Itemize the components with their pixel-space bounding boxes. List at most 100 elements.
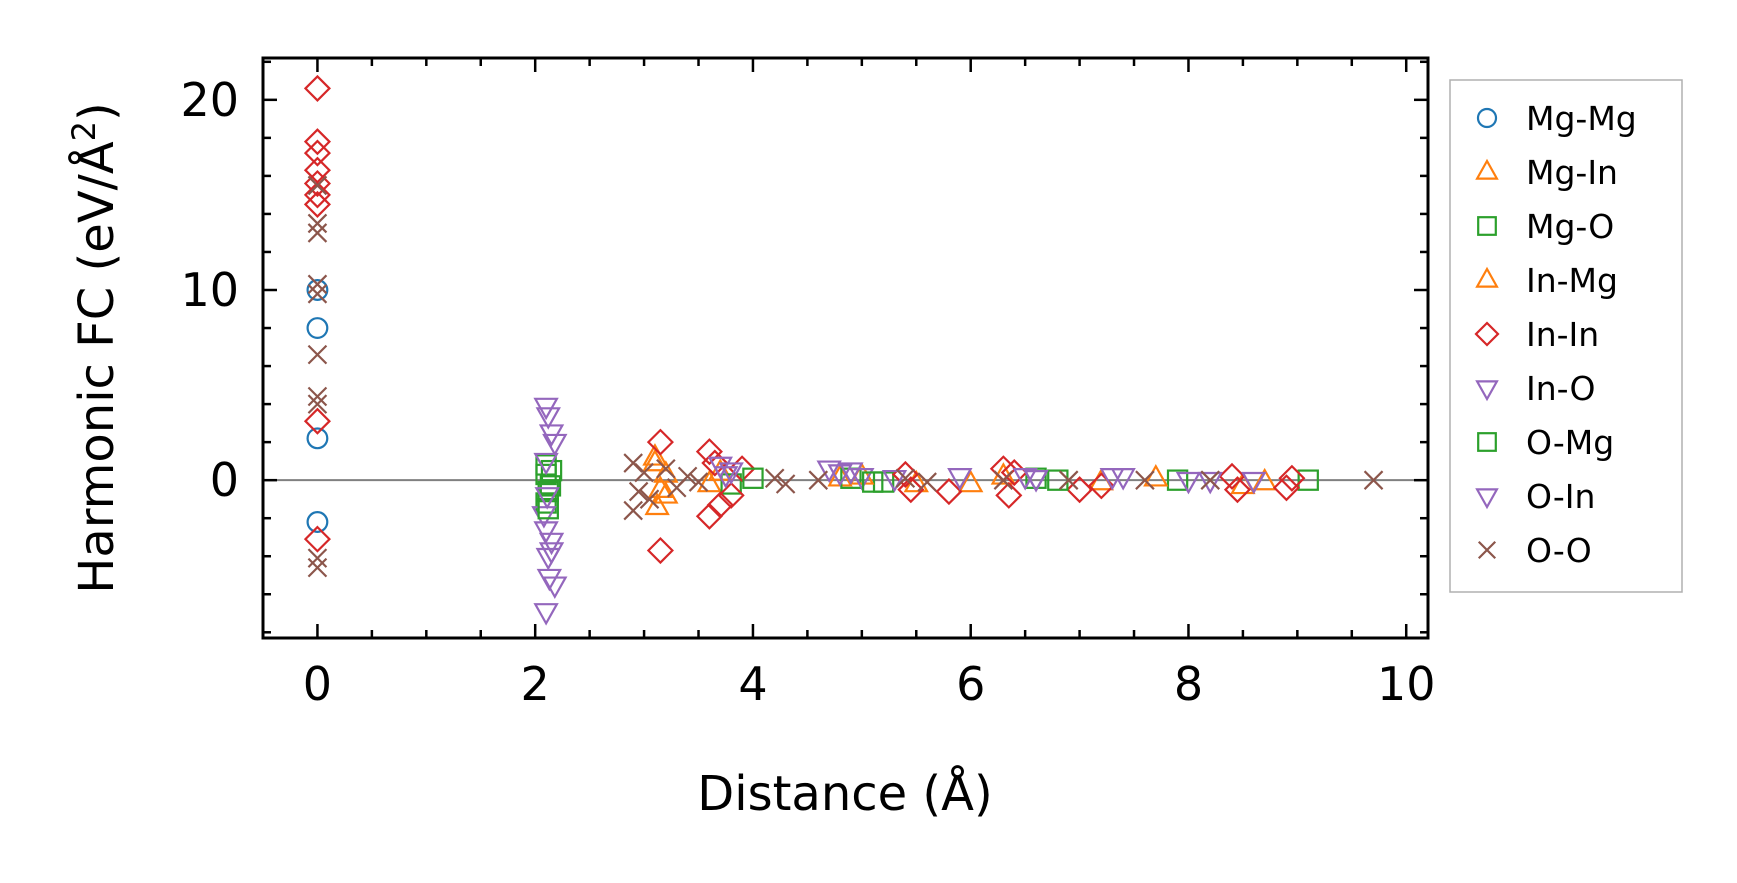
point-o-in <box>816 460 842 483</box>
point-mg-o <box>535 492 557 514</box>
legend-marker-mg-in <box>1475 158 1499 180</box>
point-in-in <box>646 428 674 456</box>
point-in-in <box>303 139 331 167</box>
y-tick-label: 10 <box>180 263 239 317</box>
point-o-in <box>713 466 739 489</box>
y-tick-label: 20 <box>180 73 239 127</box>
point-in-o <box>849 468 875 491</box>
point-in-in <box>1223 476 1252 504</box>
legend-marker-o-in <box>1475 488 1499 510</box>
point-o-o <box>688 472 709 492</box>
point-in-o <box>542 433 568 457</box>
point-o-o <box>307 274 328 295</box>
point-o-o <box>1135 470 1155 490</box>
point-o-o <box>1200 470 1221 490</box>
axis-ticks <box>261 58 1428 638</box>
point-in-mg <box>1252 467 1278 491</box>
point-o-o <box>917 472 937 492</box>
legend: Mg-Mg Mg-In Mg-O In-Mg In-In In-O O-Mg O-In O-O <box>1449 79 1683 593</box>
point-in-in <box>1278 464 1306 492</box>
y-tick-label: 0 <box>210 453 239 507</box>
point-mg-mg <box>306 279 329 301</box>
point-o-o <box>623 500 643 521</box>
x-tick-label: 0 <box>303 657 332 711</box>
point-mg-in <box>647 475 674 498</box>
point-in-o <box>947 468 973 491</box>
legend-label-mg-in: Mg-In <box>1526 153 1618 192</box>
point-mg-o <box>1297 469 1319 491</box>
legend-marker-in-in <box>1474 321 1500 347</box>
legend-label-in-in: In-In <box>1526 315 1599 354</box>
x-axis-title: Distance (Å) <box>697 765 992 822</box>
point-mg-in <box>707 458 733 481</box>
point-in-in <box>303 407 331 435</box>
point-o-o <box>677 466 698 487</box>
point-in-in <box>897 476 925 504</box>
point-o-o <box>993 470 1014 490</box>
legend-marker-o-o <box>1477 540 1497 560</box>
point-in-in <box>303 128 331 156</box>
point-o-o <box>307 386 328 407</box>
tick-labels: 0 2 4 6 8 10 0 10 20 <box>180 73 1435 711</box>
point-o-o <box>656 458 676 479</box>
point-mg-in <box>696 469 723 493</box>
point-o-o <box>895 468 916 489</box>
point-in-in <box>646 536 674 565</box>
point-o-in <box>881 469 908 493</box>
point-in-o <box>718 462 744 485</box>
point-o-o <box>764 468 785 489</box>
legend-marker-mg-o <box>1477 216 1497 236</box>
point-mg-o <box>540 459 563 482</box>
legend-marker-in-o <box>1475 380 1499 402</box>
legend-label-in-o: In-O <box>1526 369 1595 408</box>
x-tick-label: 4 <box>738 657 767 711</box>
point-in-in <box>1066 476 1094 504</box>
point-o-o <box>307 548 328 568</box>
legend-label-mg-mg: Mg-Mg <box>1526 99 1637 138</box>
point-o-in <box>1023 469 1049 493</box>
point-mg-mg <box>306 511 329 533</box>
point-o-o <box>1058 470 1079 490</box>
legend-label-o-mg: O-Mg <box>1526 423 1614 462</box>
point-in-in <box>717 481 745 509</box>
point-in-in <box>695 438 723 466</box>
point-in-in <box>303 169 331 198</box>
point-mg-o <box>1166 469 1189 491</box>
point-o-in <box>1099 468 1125 491</box>
point-mg-mg <box>306 427 329 450</box>
point-in-mg <box>642 448 668 472</box>
legend-label-mg-o: Mg-O <box>1526 207 1614 246</box>
point-o-o <box>307 213 328 234</box>
legend-marker-in-mg <box>1475 266 1499 288</box>
point-o-mg <box>862 471 884 493</box>
point-in-o <box>1241 471 1267 495</box>
point-o-o <box>307 344 328 365</box>
legend-label-o-o: O-O <box>1526 531 1592 570</box>
point-o-o <box>1363 470 1384 490</box>
point-in-o <box>533 603 559 626</box>
point-in-in <box>728 455 756 483</box>
point-in-in <box>701 449 729 477</box>
point-in-in <box>695 502 723 530</box>
point-in-o <box>1110 468 1136 491</box>
point-o-in <box>538 542 565 565</box>
point-o-o <box>808 470 829 490</box>
point-o-in <box>533 452 559 476</box>
legend-label-in-mg: In-Mg <box>1526 261 1618 300</box>
point-o-in <box>538 424 565 447</box>
point-o-o <box>307 175 328 196</box>
point-in-o <box>535 407 561 430</box>
point-o-o <box>307 394 328 414</box>
point-o-in <box>1197 471 1223 495</box>
legend-marker-o-mg <box>1477 432 1497 452</box>
point-o-in <box>838 462 864 485</box>
data-points <box>303 74 1384 626</box>
legend-marker-mg-mg <box>1476 107 1498 129</box>
point-o-mg <box>742 467 764 489</box>
plot-frame <box>261 56 1430 640</box>
point-in-in <box>303 525 331 553</box>
point-o-o <box>628 481 649 502</box>
point-in-o <box>1175 471 1202 495</box>
point-in-o <box>533 521 559 544</box>
